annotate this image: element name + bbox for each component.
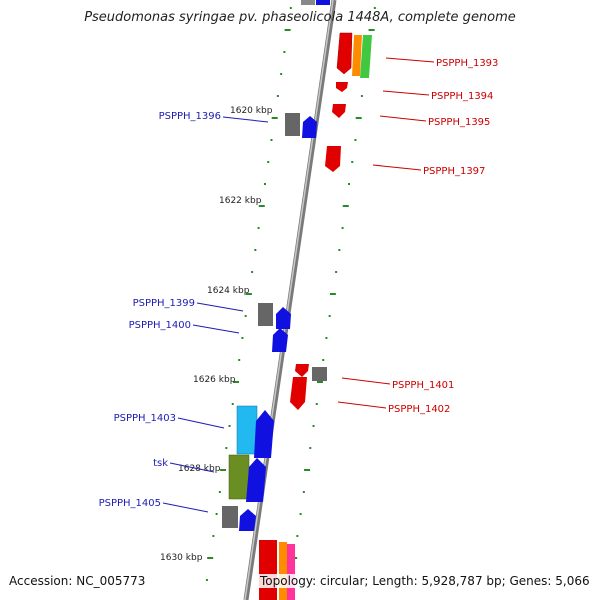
gene-block[interactable] [272, 328, 288, 352]
gene-label-PSPPH_1397[interactable]: PSPPH_1397 [423, 166, 485, 177]
leader-line [169, 462, 215, 473]
leader-line [337, 401, 387, 409]
leader-line [341, 377, 391, 385]
leader-line [192, 324, 240, 334]
leader-line [196, 302, 244, 312]
gene-block[interactable] [316, 0, 330, 5]
leader-line [162, 502, 209, 513]
gene-label-PSPPH_1400[interactable]: PSPPH_1400 [129, 320, 191, 331]
genome-backbone [243, 0, 337, 600]
gene-label-PSPPH_1399[interactable]: PSPPH_1399 [133, 298, 195, 309]
gene-label-PSPPH_1394[interactable]: PSPPH_1394 [431, 91, 493, 102]
gene-block[interactable] [276, 307, 291, 329]
ruler-label-1624: 1624 kbp [207, 286, 250, 296]
gene-block[interactable] [246, 458, 266, 502]
ruler-label-1630: 1630 kbp [160, 553, 203, 563]
gene-label-PSPPH_1401[interactable]: PSPPH_1401 [392, 380, 454, 391]
gene-block[interactable] [325, 146, 341, 172]
accession-label: Accession: NC_005773 [9, 574, 146, 588]
gene-block[interactable] [236, 405, 258, 455]
ruler-label-1626: 1626 kbp [193, 375, 236, 385]
gene-block[interactable] [290, 377, 307, 410]
gene-block[interactable] [285, 113, 300, 136]
map-title: Pseudomonas syringae pv. phaseolicola 14… [84, 10, 516, 25]
gene-block[interactable] [228, 454, 250, 500]
gene-label-tsk[interactable]: tsk [153, 458, 168, 469]
gene-label-PSPPH_1395[interactable]: PSPPH_1395 [428, 117, 490, 128]
gene-block[interactable] [360, 35, 372, 78]
leader-line [372, 164, 422, 171]
gene-block[interactable] [301, 0, 315, 5]
gene-block[interactable] [336, 32, 353, 75]
gene-block[interactable] [336, 82, 348, 92]
leader-lines [162, 57, 435, 513]
gene-block[interactable] [239, 509, 256, 531]
gene-label-PSPPH_1402[interactable]: PSPPH_1402 [388, 404, 450, 415]
left-tick-track [205, 7, 292, 581]
gene-features [222, 0, 372, 600]
gene-block[interactable] [222, 506, 238, 528]
right-tick-track [289, 7, 376, 581]
gene-block[interactable] [258, 303, 273, 326]
gene-block[interactable] [352, 35, 362, 76]
gene-label-PSPPH_1393[interactable]: PSPPH_1393 [436, 58, 498, 69]
gene-block[interactable] [295, 364, 309, 377]
gene-block[interactable] [312, 367, 327, 381]
gene-block[interactable] [287, 544, 295, 600]
gene-block[interactable] [302, 116, 317, 138]
genome-summary: Topology: circular; Length: 5,928,787 bp… [258, 574, 592, 588]
ruler-label-1620: 1620 kbp [230, 106, 273, 116]
genome-backbone-highlight [244, 0, 334, 600]
leader-line [379, 115, 427, 122]
leader-line [222, 116, 269, 123]
leader-line [177, 417, 225, 429]
gene-block[interactable] [279, 542, 287, 600]
gene-label-PSPPH_1396[interactable]: PSPPH_1396 [159, 111, 221, 122]
gene-label-PSPPH_1405[interactable]: PSPPH_1405 [99, 498, 161, 509]
leader-line [385, 57, 435, 63]
gene-label-PSPPH_1403[interactable]: PSPPH_1403 [114, 413, 176, 424]
gene-labels: PSPPH_1393 PSPPH_1394 PSPPH_1395 PSPPH_1… [99, 58, 499, 509]
ruler-label-1622: 1622 kbp [219, 196, 262, 206]
gene-block[interactable] [259, 540, 277, 600]
leader-line [382, 90, 430, 96]
gene-block[interactable] [332, 104, 346, 118]
gene-block[interactable] [254, 410, 274, 458]
